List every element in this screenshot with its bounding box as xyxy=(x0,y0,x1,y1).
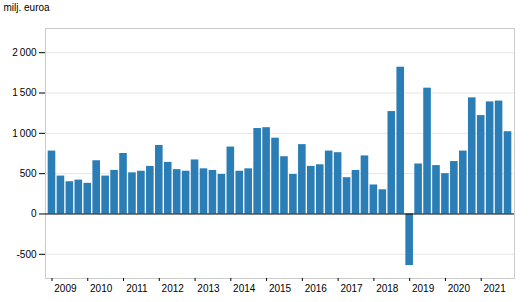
svg-text:2018: 2018 xyxy=(376,283,399,294)
svg-text:2012: 2012 xyxy=(162,283,185,294)
svg-text:2017: 2017 xyxy=(340,283,363,294)
svg-text:500: 500 xyxy=(20,168,37,179)
svg-text:-500: -500 xyxy=(16,249,36,260)
svg-text:2010: 2010 xyxy=(90,283,113,294)
svg-text:1 000: 1 000 xyxy=(12,128,37,139)
svg-text:2013: 2013 xyxy=(197,283,220,294)
svg-text:2015: 2015 xyxy=(269,283,292,294)
svg-text:2021: 2021 xyxy=(483,283,506,294)
svg-text:2014: 2014 xyxy=(233,283,256,294)
svg-text:2 000: 2 000 xyxy=(12,47,37,58)
svg-text:2011: 2011 xyxy=(126,283,148,294)
svg-text:1 500: 1 500 xyxy=(12,87,37,98)
svg-text:milj. euroa: milj. euroa xyxy=(4,2,51,13)
svg-text:0: 0 xyxy=(31,208,37,219)
svg-text:2020: 2020 xyxy=(448,283,471,294)
svg-text:2016: 2016 xyxy=(305,283,328,294)
svg-text:2009: 2009 xyxy=(54,283,77,294)
svg-text:2019: 2019 xyxy=(412,283,435,294)
